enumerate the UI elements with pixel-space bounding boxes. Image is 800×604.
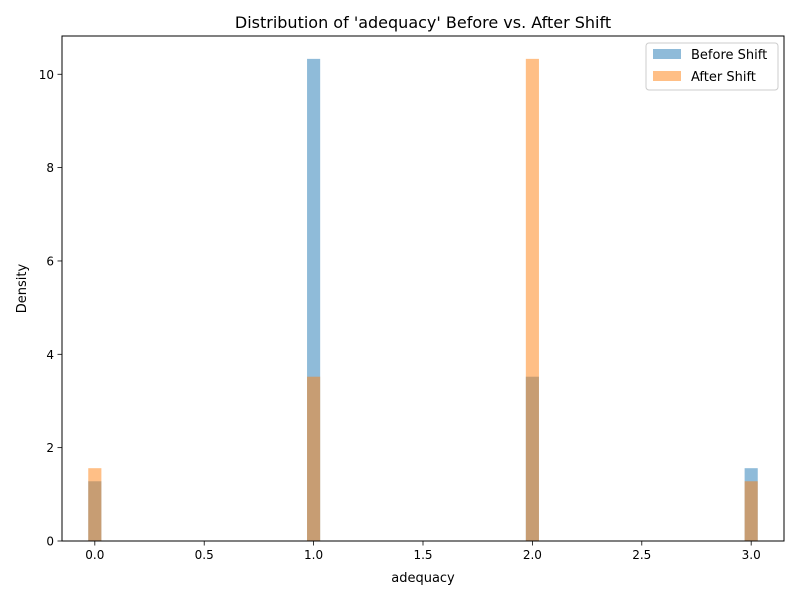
y-tick-label: 8	[46, 161, 54, 175]
y-tick-label: 4	[46, 348, 54, 362]
y-tick-label: 2	[46, 441, 54, 455]
x-tick-label: 2.5	[632, 548, 651, 562]
chart-title: Distribution of 'adequacy' Before vs. Af…	[235, 13, 611, 32]
bar-after-shift-0	[88, 468, 102, 541]
legend-label-before-shift: Before Shift	[691, 48, 767, 63]
y-tick-label: 6	[46, 254, 54, 268]
plot-frame	[61, 35, 785, 542]
x-tick-label: 0.0	[85, 548, 104, 562]
bar-after-shift-1	[307, 376, 321, 541]
x-axis-label: adequacy	[391, 571, 455, 586]
x-tick-label: 0.5	[195, 548, 214, 562]
legend: Before Shift After Shift	[645, 42, 779, 91]
bar-after-shift-3	[744, 481, 758, 541]
y-tick-label: 10	[39, 68, 54, 82]
y-axis-label: Density	[15, 263, 30, 313]
legend-swatch-before-shift	[653, 49, 681, 59]
x-tick-label: 3.0	[742, 548, 761, 562]
x-tick-label: 1.5	[413, 548, 432, 562]
x-axis: 0.0 0.5 1.0 1.5 2.0 2.5 3.0	[85, 541, 761, 562]
y-axis: 0 2 4 6 8 10	[39, 68, 62, 549]
bars-layer	[88, 58, 758, 541]
y-tick-label: 0	[46, 535, 54, 549]
x-tick-label: 1.0	[304, 548, 323, 562]
legend-label-after-shift: After Shift	[691, 70, 756, 85]
legend-swatch-after-shift	[653, 71, 681, 81]
bar-after-shift-2	[525, 58, 539, 541]
x-tick-label: 2.0	[523, 548, 542, 562]
